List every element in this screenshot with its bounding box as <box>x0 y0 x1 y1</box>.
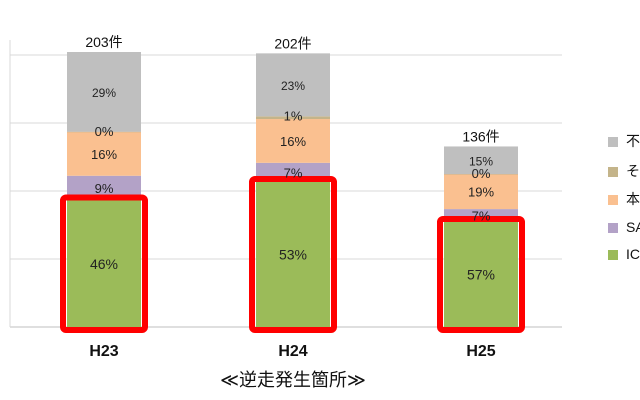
legend-label: そ <box>626 163 640 179</box>
legend-swatch <box>608 223 618 233</box>
legend-label: 不 <box>626 133 640 149</box>
data-label: 16% <box>280 134 306 149</box>
legend-swatch <box>608 137 618 147</box>
data-label: 15% <box>469 154 493 168</box>
data-label: 0% <box>472 166 491 181</box>
bar-segment <box>67 131 141 176</box>
legend-label: 本 <box>626 191 640 207</box>
highlight-frame <box>60 194 148 333</box>
data-label: 19% <box>468 185 494 200</box>
bar-segment <box>256 181 330 327</box>
data-label: 9% <box>95 181 114 196</box>
bar-segment <box>444 146 518 175</box>
legend-swatch <box>608 250 618 260</box>
total-label: 136件 <box>462 128 499 144</box>
data-label: 1% <box>284 108 303 123</box>
bar-segment <box>67 52 141 132</box>
legend: 不そ本 SA IC <box>608 133 640 262</box>
data-label: 57% <box>467 266 495 282</box>
data-label: 7% <box>472 209 491 224</box>
highlight-frames <box>60 175 525 333</box>
legend-label: IC <box>626 246 640 262</box>
x-axis-title: ≪逆走発生箇所≫ <box>220 370 366 390</box>
bar-segment <box>67 131 141 133</box>
category-label: H23 <box>89 343 118 360</box>
category-label: H24 <box>278 343 307 360</box>
data-label: 29% <box>92 86 116 100</box>
bar-segment <box>256 116 330 120</box>
data-labels: 46% 9% 16% 0% 29% 203件 53% 7% 16% 1% 23% 202件 57% 7% 1… <box>85 34 499 282</box>
highlight-frame <box>437 215 525 333</box>
legend-label: SA <box>626 219 640 235</box>
x-axis: H23 H24 H25 ≪逆走発生箇所≫ <box>89 343 495 390</box>
data-label: 23% <box>281 79 305 93</box>
category-label: H25 <box>466 343 495 360</box>
legend-swatch <box>608 167 618 177</box>
data-label: 46% <box>90 256 118 272</box>
bar-segment <box>444 174 518 175</box>
bar-segment <box>256 53 330 117</box>
data-label: 53% <box>279 246 307 262</box>
bars <box>67 52 518 327</box>
data-label: 16% <box>91 147 117 162</box>
bar-segment <box>67 200 141 327</box>
legend-swatch <box>608 195 618 205</box>
data-label: 7% <box>284 165 303 180</box>
bar-segment <box>256 119 330 163</box>
bar-segment <box>444 174 518 210</box>
total-label: 202件 <box>274 35 311 51</box>
total-label: 203件 <box>85 34 122 50</box>
bar-segment <box>444 221 518 327</box>
highlight-frame <box>249 175 337 333</box>
data-label: 0% <box>95 124 114 139</box>
